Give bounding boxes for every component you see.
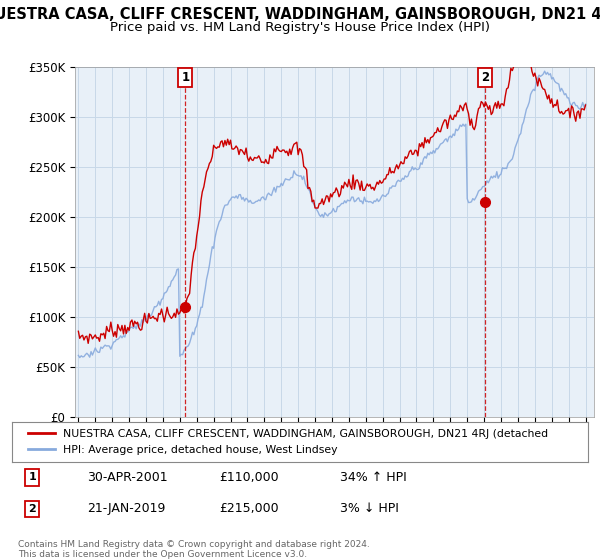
Text: Price paid vs. HM Land Registry's House Price Index (HPI): Price paid vs. HM Land Registry's House …: [110, 21, 490, 34]
Text: £110,000: £110,000: [220, 471, 279, 484]
Text: 21-JAN-2019: 21-JAN-2019: [87, 502, 165, 515]
Text: Contains HM Land Registry data © Crown copyright and database right 2024.
This d: Contains HM Land Registry data © Crown c…: [18, 540, 370, 559]
Text: 1: 1: [28, 473, 36, 483]
Text: 3% ↓ HPI: 3% ↓ HPI: [340, 502, 399, 515]
Legend: NUESTRA CASA, CLIFF CRESCENT, WADDINGHAM, GAINSBOROUGH, DN21 4RJ (detached, HPI:: NUESTRA CASA, CLIFF CRESCENT, WADDINGHAM…: [23, 425, 553, 459]
Text: NUESTRA CASA, CLIFF CRESCENT, WADDINGHAM, GAINSBOROUGH, DN21 4RJ: NUESTRA CASA, CLIFF CRESCENT, WADDINGHAM…: [0, 7, 600, 22]
Text: 2: 2: [481, 71, 490, 83]
Text: 1: 1: [181, 71, 190, 83]
Text: 2: 2: [28, 504, 36, 514]
Text: £215,000: £215,000: [220, 502, 279, 515]
Text: 30-APR-2001: 30-APR-2001: [87, 471, 167, 484]
Text: 34% ↑ HPI: 34% ↑ HPI: [340, 471, 407, 484]
